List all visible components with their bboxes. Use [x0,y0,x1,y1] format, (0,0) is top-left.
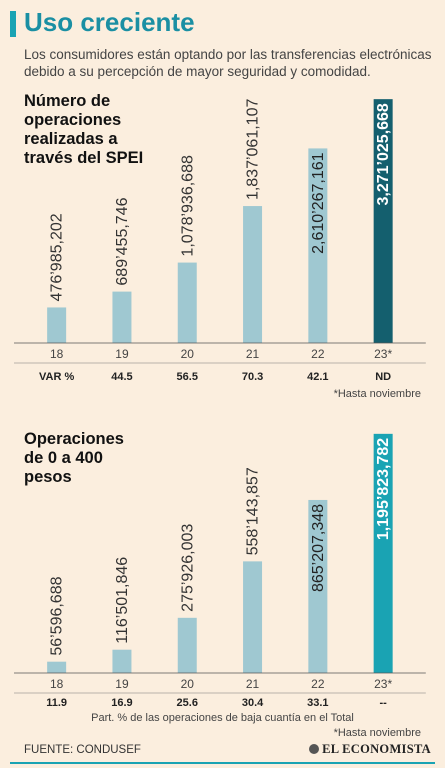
x-tick-label: 21 [246,677,260,691]
x-tick-label: 21 [246,347,260,361]
x-tick-label: 18 [50,347,64,361]
data-label-19: 689’455,746 [114,197,131,285]
x-tick-label: 22 [311,347,325,361]
data-label-23: 3,271’025,668 [375,103,392,205]
x-tick-label: 22 [311,677,325,691]
row-value: 16.9 [111,697,132,709]
row-value: -- [379,697,387,709]
title-accent-bar [10,11,16,37]
chart-spei-operations: 476’985,202 18 VAR % 689’455,746 19 44.5 1,078… [14,99,426,383]
row-value: 33.1 [307,697,328,709]
x-tick-label: 23* [374,347,392,361]
data-label-22: 2,610’267,161 [310,152,327,254]
row-value: 25.6 [177,697,198,709]
row-label: VAR % [39,371,74,383]
logo-icon [309,744,320,754]
row-value: ND [375,371,391,383]
data-label-18: 476’985,202 [49,213,66,301]
data-label-19: 116’501,846 [114,557,131,644]
data-label-22: 865’207,348 [310,504,327,592]
row-value: 56.5 [177,371,198,383]
bar-19 [112,649,132,673]
data-label-21: 1,837’061,107 [245,99,262,201]
bar-23 [373,433,393,673]
publisher-logo: EL ECONOMISTA [309,742,431,757]
bar-18 [47,661,67,673]
logo-text: EL ECONOMISTA [322,742,431,756]
page-subtitle: Los consumidores están optando por las t… [24,47,432,79]
chart1-footnote: *Hasta noviembre [333,388,421,400]
row-value: 42.1 [307,371,328,383]
x-tick-label: 19 [115,347,129,361]
x-tick-label: 18 [50,677,64,691]
row-value: 11.9 [46,697,67,709]
bar-20 [177,262,197,343]
bar-23 [373,99,393,343]
bar-22 [308,148,328,343]
data-label-20: 275’926,003 [179,524,196,612]
source-note: FUENTE: CONDUSEF [24,744,141,756]
row-value: 44.5 [111,371,132,383]
bar-19 [112,291,132,343]
x-tick-label: 20 [181,347,195,361]
bar-21 [243,561,263,673]
bar-20 [177,617,197,673]
row-value: 30.4 [242,697,264,709]
bottom-rule [10,762,435,764]
x-tick-label: 20 [181,677,195,691]
data-label-20: 1,078’936,688 [179,155,196,257]
data-label-18: 56’596,688 [49,576,66,655]
page-title: Uso creciente [24,7,195,37]
chart2-title: Operaciones de 0 a 400 pesos [24,430,124,486]
chart2-row-note: Part. % de las operaciones de baja cuant… [91,712,354,724]
bar-22 [308,499,328,673]
data-label-23: 1,195’823,782 [375,438,392,540]
x-tick-label: 19 [115,677,129,691]
x-tick-label: 23* [374,677,392,691]
row-value: 70.3 [242,371,263,383]
bar-18 [47,307,67,343]
chart-low-value-operations: 56’596,688 18 11.9 116’501,846 19 16.9 275’926… [14,433,426,709]
chart1-title: Número de operaciones realizadas a travé… [24,92,144,167]
bar-21 [243,206,263,343]
data-label-21: 558’143,857 [245,467,262,555]
chart2-footnote: *Hasta noviembre [333,727,421,739]
